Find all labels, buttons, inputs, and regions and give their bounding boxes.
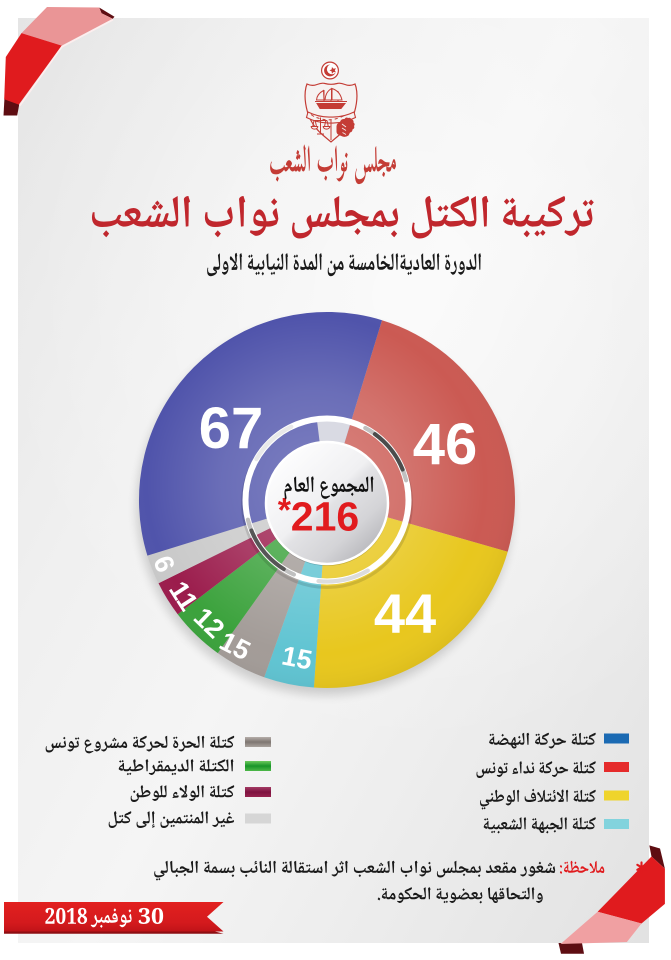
svg-text:46: 46 <box>413 412 478 477</box>
svg-text:15: 15 <box>279 640 314 675</box>
svg-text:44: 44 <box>374 582 436 645</box>
svg-text:*: * <box>278 492 292 530</box>
svg-text:216: 216 <box>291 494 359 540</box>
svg-text:67: 67 <box>199 396 264 461</box>
